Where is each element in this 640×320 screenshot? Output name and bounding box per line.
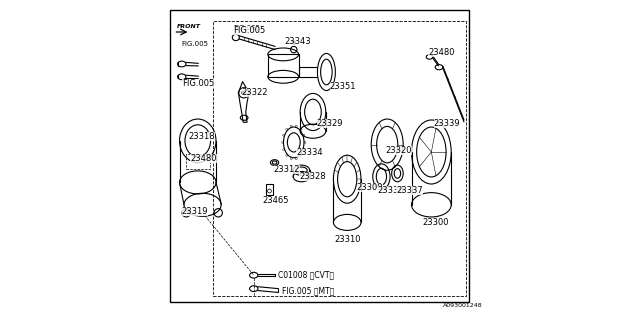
- Text: FRONT: FRONT: [177, 24, 201, 29]
- Text: 23337: 23337: [396, 186, 423, 195]
- Circle shape: [242, 91, 246, 95]
- Text: 23320: 23320: [385, 146, 412, 155]
- Text: 23330: 23330: [377, 186, 404, 195]
- Text: 23319: 23319: [182, 207, 208, 216]
- Text: FIG.005: FIG.005: [182, 41, 209, 47]
- Circle shape: [292, 41, 296, 44]
- Text: 23329: 23329: [317, 119, 343, 128]
- Bar: [266, 184, 273, 195]
- Text: 23343: 23343: [285, 37, 312, 46]
- Text: FIG.005 〈MT〉: FIG.005 〈MT〉: [282, 286, 334, 295]
- Text: 23310: 23310: [334, 236, 361, 244]
- Text: 23312: 23312: [274, 165, 300, 174]
- Text: FIG.005: FIG.005: [233, 26, 265, 35]
- Text: FIG.005: FIG.005: [182, 79, 214, 88]
- Text: 23322: 23322: [242, 88, 268, 97]
- Text: 23339: 23339: [434, 119, 460, 128]
- Text: 23351: 23351: [330, 82, 356, 91]
- Text: 23309: 23309: [357, 183, 383, 192]
- Text: 23334: 23334: [296, 148, 323, 156]
- Text: FIG.005: FIG.005: [233, 25, 260, 31]
- Text: 23465: 23465: [262, 196, 289, 204]
- Text: 23480: 23480: [428, 48, 454, 57]
- Text: C01008 〈CVT〉: C01008 〈CVT〉: [278, 271, 334, 280]
- Text: 23300: 23300: [422, 218, 449, 227]
- Text: 23318: 23318: [189, 132, 216, 140]
- Text: 23480: 23480: [191, 154, 217, 163]
- Bar: [268, 54, 299, 77]
- Text: 23328: 23328: [300, 172, 326, 180]
- Text: A093001248: A093001248: [443, 303, 483, 308]
